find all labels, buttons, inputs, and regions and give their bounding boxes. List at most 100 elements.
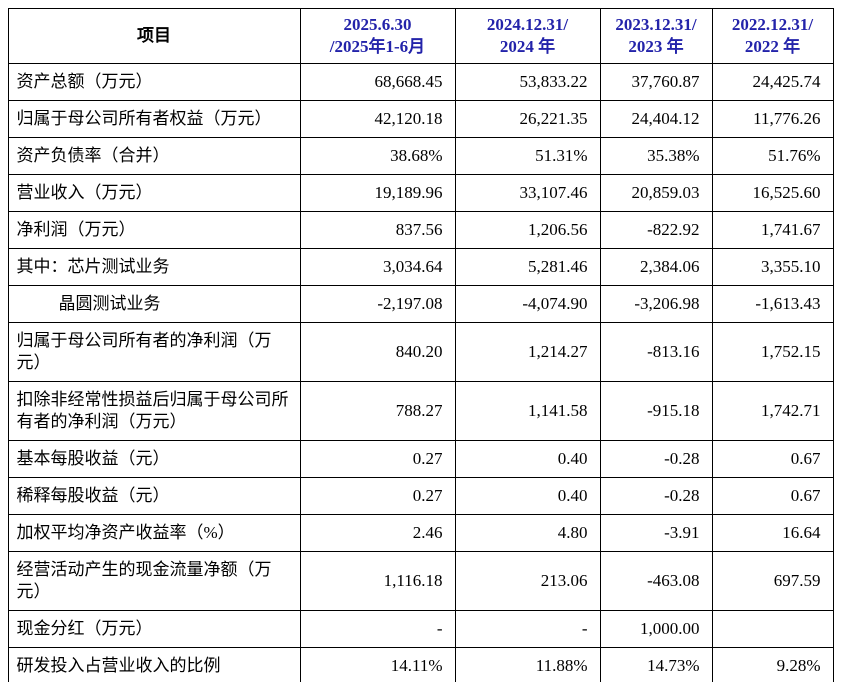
row-value: 1,141.58: [454, 381, 601, 441]
row-value: 51.76%: [711, 137, 834, 175]
row-value: 0.27: [299, 477, 456, 515]
row-value: 14.73%: [599, 647, 713, 682]
table-row: 扣除非经常性损益后归属于母公司所有者的净利润（万元） 788.27 1,141.58…: [7, 381, 834, 441]
row-value: 0.40: [454, 440, 601, 478]
row-value: 1,116.18: [299, 551, 456, 611]
row-value: 51.31%: [454, 137, 601, 175]
row-value: 37,760.87: [599, 63, 713, 101]
row-value: 16.64: [711, 514, 834, 552]
row-value: 68,668.45: [299, 63, 456, 101]
period-line1: 2024.12.31/: [486, 15, 569, 34]
row-value: -0.28: [599, 477, 713, 515]
row-value: 0.27: [299, 440, 456, 478]
row-value: 20,859.03: [599, 174, 713, 212]
row-label: 加权平均净资产收益率（%）: [7, 514, 301, 552]
row-label: 稀释每股收益（元）: [7, 477, 301, 515]
row-value: -915.18: [599, 381, 713, 441]
table-row: 其中：芯片测试业务 3,034.64 5,281.46 2,384.06 3,355.1…: [7, 248, 834, 286]
row-label: 归属于母公司所有者的净利润（万元）: [7, 322, 301, 382]
table-row: 现金分红（万元） - -1,000.00: [7, 610, 834, 648]
row-label: 晶圆测试业务: [7, 285, 301, 323]
row-value: 38.68%: [299, 137, 456, 175]
row-value: 4.80: [454, 514, 601, 552]
row-value: -463.08: [599, 551, 713, 611]
row-value: 9.28%: [711, 647, 834, 682]
row-value: 33,107.46: [454, 174, 601, 212]
row-value: -3,206.98: [599, 285, 713, 323]
period-line2: 2023 年: [628, 37, 684, 56]
row-value: 3,355.10: [711, 248, 834, 286]
table-row: 营业收入（万元） 19,189.96 33,107.46 20,859.03 16,52…: [7, 174, 834, 212]
row-value: -0.28: [599, 440, 713, 478]
financial-summary-table: 项目 2025.6.30 /2025年1-6月 2024.12.31/ 2024…: [7, 8, 834, 682]
table-row: 资产总额（万元） 68,668.45 53,833.22 37,760.87 24,42…: [7, 63, 834, 101]
table-row: 资产负债率（合并） 38.68% 51.31% 35.38% 51.76%: [7, 137, 834, 175]
row-value: 5,281.46: [454, 248, 601, 286]
row-value: 1,741.67: [711, 211, 834, 249]
period-line2: 2022 年: [744, 37, 801, 56]
row-value: 0.40: [454, 477, 601, 515]
table-row: 归属于母公司所有者权益（万元） 42,120.18 26,221.35 24,404.…: [7, 100, 834, 138]
period-line2: /2025年1-6月: [329, 37, 426, 56]
row-value: -4,074.90: [454, 285, 601, 323]
row-label: 净利润（万元）: [7, 211, 301, 249]
row-value: -1,613.43: [711, 285, 834, 323]
row-value: 840.20: [299, 322, 456, 382]
table-header-row: 项目 2025.6.30 /2025年1-6月 2024.12.31/ 2024…: [7, 8, 834, 64]
row-value: 1,742.71: [711, 381, 834, 441]
row-value: 3,034.64: [299, 248, 456, 286]
row-value: 42,120.18: [299, 100, 456, 138]
row-value: 1,206.56: [454, 211, 601, 249]
table-row: 研发投入占营业收入的比例 14.11% 11.88% 14.73% 9.28%: [7, 647, 834, 682]
row-value: -: [299, 610, 456, 648]
row-value: 14.11%: [299, 647, 456, 682]
row-value: 24,404.12: [599, 100, 713, 138]
row-value: 16,525.60: [711, 174, 834, 212]
row-value: 53,833.22: [454, 63, 601, 101]
row-value: 24,425.74: [711, 63, 834, 101]
row-value: 788.27: [299, 381, 456, 441]
table-row: 经营活动产生的现金流量净额（万元） 1,116.18 213.06 -463.08 69…: [7, 551, 834, 611]
row-value: 837.56: [299, 211, 456, 249]
row-label: 扣除非经常性损益后归属于母公司所有者的净利润（万元）: [7, 381, 301, 441]
period-column-header-2022: 2022.12.31/ 2022 年: [711, 8, 834, 64]
row-label: 归属于母公司所有者权益（万元）: [7, 100, 301, 138]
table-row: 净利润（万元） 837.56 1,206.56 -822.92 1,741.67: [7, 211, 834, 249]
row-label: 营业收入（万元）: [7, 174, 301, 212]
row-value: -: [454, 610, 601, 648]
row-label: 资产总额（万元）: [7, 63, 301, 101]
row-label: 现金分红（万元）: [7, 610, 301, 648]
row-label: 基本每股收益（元）: [7, 440, 301, 478]
item-column-header: 项目: [7, 8, 301, 64]
row-value: 11.88%: [454, 647, 601, 682]
row-value: -813.16: [599, 322, 713, 382]
period-line1: 2022.12.31/: [731, 15, 814, 34]
table-row: 晶圆测试业务 -2,197.08 -4,074.90 -3,206.98 -1,613.…: [7, 285, 834, 323]
table-row: 稀释每股收益（元） 0.27 0.40 -0.28 0.67: [7, 477, 834, 515]
row-value: 2,384.06: [599, 248, 713, 286]
row-value: 1,752.15: [711, 322, 834, 382]
table-body: 资产总额（万元） 68,668.45 53,833.22 37,760.87 24,42…: [7, 63, 834, 682]
row-label: 经营活动产生的现金流量净额（万元）: [7, 551, 301, 611]
row-value: 0.67: [711, 440, 834, 478]
row-value: -822.92: [599, 211, 713, 249]
table-row: 归属于母公司所有者的净利润（万元） 840.20 1,214.27 -813.16 1,…: [7, 322, 834, 382]
row-label: 研发投入占营业收入的比例: [7, 647, 301, 682]
row-value: 2.46: [299, 514, 456, 552]
row-value: 213.06: [454, 551, 601, 611]
period-column-header-2024: 2024.12.31/ 2024 年: [454, 8, 601, 64]
row-label: 其中：芯片测试业务: [7, 248, 301, 286]
period-line2: 2024 年: [499, 37, 556, 56]
row-value: 1,214.27: [454, 322, 601, 382]
table-row: 基本每股收益（元） 0.27 0.40 -0.28 0.67: [7, 440, 834, 478]
period-column-header-2023: 2023.12.31/ 2023 年: [599, 8, 713, 64]
row-value: [711, 610, 834, 648]
row-value: 697.59: [711, 551, 834, 611]
row-value: -3.91: [599, 514, 713, 552]
row-value: 0.67: [711, 477, 834, 515]
period-line1: 2023.12.31/: [615, 15, 697, 34]
row-value: 11,776.26: [711, 100, 834, 138]
period-column-header-2025: 2025.6.30 /2025年1-6月: [299, 8, 456, 64]
row-value: -2,197.08: [299, 285, 456, 323]
